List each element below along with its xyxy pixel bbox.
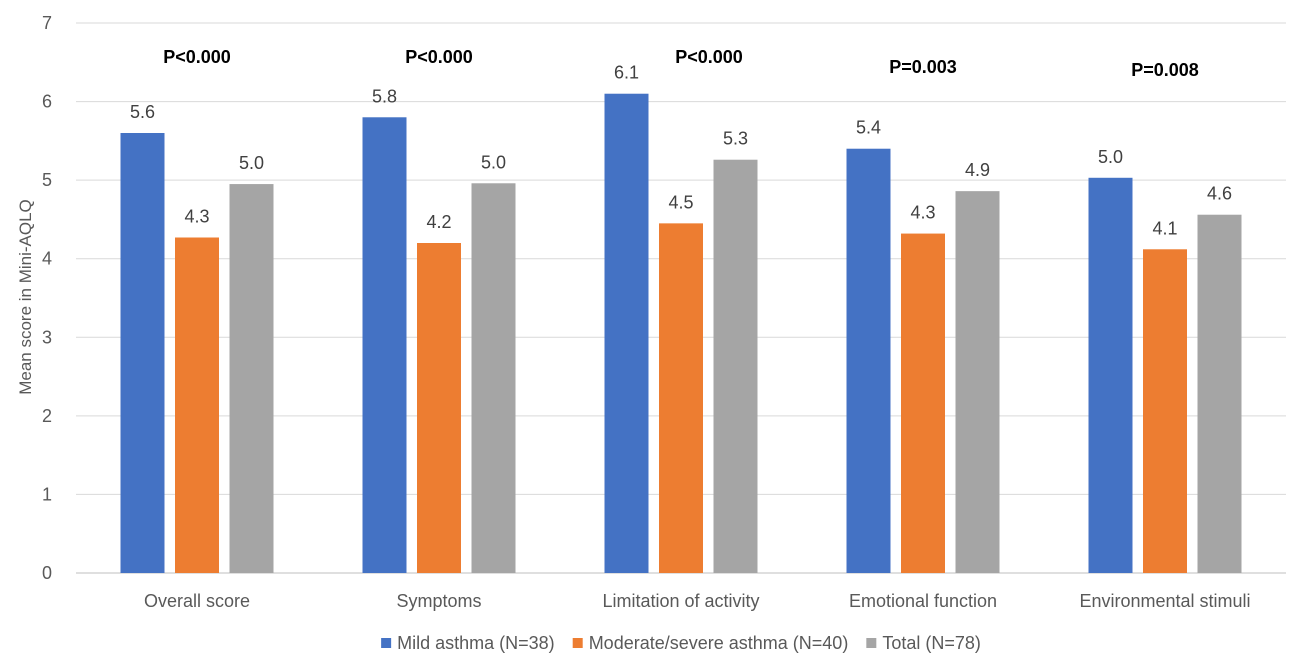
data-label: 4.2 bbox=[426, 212, 451, 232]
p-value-annotation: P<0.000 bbox=[163, 47, 231, 67]
bar bbox=[901, 233, 945, 574]
category-label: Overall score bbox=[144, 591, 250, 611]
bar bbox=[659, 223, 703, 573]
y-tick-label: 5 bbox=[42, 170, 52, 190]
category-label: Symptoms bbox=[396, 591, 481, 611]
legend: Mild asthma (N=38) Moderate/severe asthma… bbox=[381, 633, 981, 653]
data-labels: 5.6 4.3 5.0 5.8 4.2 5.0 6.1 4.5 5.3 5.4 4.3 4.9 5.0 4… bbox=[130, 63, 1232, 239]
bar bbox=[229, 184, 274, 574]
bar bbox=[362, 117, 407, 574]
data-label: 4.5 bbox=[668, 192, 693, 212]
y-tick-label: 6 bbox=[42, 92, 52, 112]
y-tick-label: 4 bbox=[42, 249, 52, 269]
data-label: 5.6 bbox=[130, 102, 155, 122]
bar bbox=[120, 133, 165, 573]
legend-label: Mild asthma (N=38) bbox=[397, 633, 555, 653]
y-tick-label: 2 bbox=[42, 406, 52, 426]
p-value-annotation: P=0.003 bbox=[889, 57, 957, 77]
bar bbox=[1197, 214, 1242, 573]
y-axis-ticks: 0 1 2 3 4 5 6 7 bbox=[42, 13, 52, 583]
bar bbox=[955, 191, 1000, 573]
data-label: 4.6 bbox=[1207, 184, 1232, 204]
data-label: 5.8 bbox=[372, 86, 397, 106]
bar bbox=[713, 159, 758, 573]
category-label: Environmental stimuli bbox=[1079, 591, 1250, 611]
p-value-annotation: P<0.000 bbox=[675, 47, 743, 67]
data-label: 5.4 bbox=[856, 118, 881, 138]
p-value-annotation: P=0.008 bbox=[1131, 60, 1199, 80]
data-label: 5.0 bbox=[481, 152, 506, 172]
bar bbox=[604, 93, 649, 573]
y-tick-label: 3 bbox=[42, 327, 52, 347]
y-tick-label: 0 bbox=[42, 563, 52, 583]
category-label: Emotional function bbox=[849, 591, 997, 611]
bar bbox=[1088, 177, 1133, 574]
category-label: Limitation of activity bbox=[602, 591, 759, 611]
bar bbox=[175, 237, 219, 573]
p-value-annotations: P<0.000 P<0.000 P<0.000 P=0.003 P=0.008 bbox=[163, 47, 1199, 80]
data-label: 5.0 bbox=[239, 153, 264, 173]
data-label: 5.0 bbox=[1098, 147, 1123, 167]
data-label: 4.9 bbox=[965, 160, 990, 180]
data-label: 6.1 bbox=[614, 63, 639, 83]
bar bbox=[846, 148, 891, 573]
y-tick-label: 7 bbox=[42, 13, 52, 33]
legend-label: Moderate/severe asthma (N=40) bbox=[589, 633, 849, 653]
data-label: 5.3 bbox=[723, 129, 748, 149]
data-label: 4.3 bbox=[184, 207, 209, 227]
p-value-annotation: P<0.000 bbox=[405, 47, 473, 67]
y-tick-label: 1 bbox=[42, 484, 52, 504]
bar bbox=[471, 183, 516, 574]
legend-label: Total (N=78) bbox=[882, 633, 981, 653]
bar bbox=[417, 243, 461, 573]
bar bbox=[1143, 249, 1187, 574]
data-label: 4.3 bbox=[910, 203, 935, 223]
legend-swatch bbox=[572, 638, 583, 648]
legend-swatch bbox=[381, 638, 392, 648]
y-axis-label: Mean score in Mini-AQLQ bbox=[16, 199, 35, 395]
bars bbox=[120, 93, 1242, 574]
data-label: 4.1 bbox=[1152, 218, 1177, 238]
category-labels: Overall score Symptoms Limitation of activ… bbox=[144, 591, 1251, 611]
legend-swatch bbox=[866, 638, 877, 648]
